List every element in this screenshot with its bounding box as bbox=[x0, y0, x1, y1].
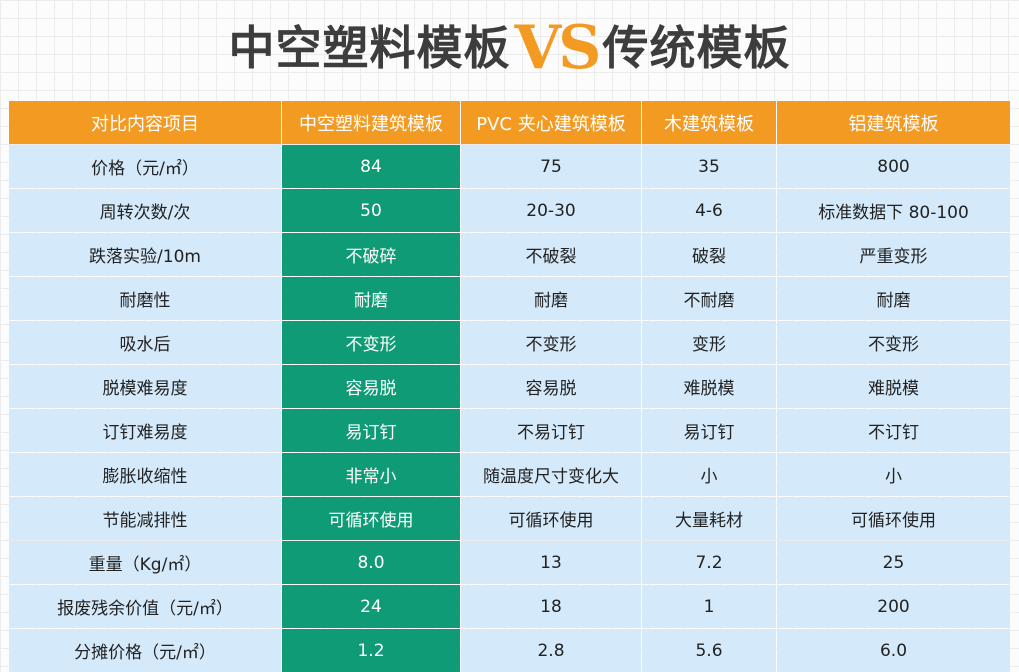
table-cell: 耐磨 bbox=[461, 277, 641, 320]
table-cell: 难脱模 bbox=[642, 365, 776, 408]
row-label-cell: 周转次数/次 bbox=[9, 189, 281, 232]
highlight-cell: 可循环使用 bbox=[282, 497, 460, 540]
table-cell: 25 bbox=[777, 541, 1010, 584]
table-cell: 小 bbox=[642, 453, 776, 496]
table-cell: 变形 bbox=[642, 321, 776, 364]
table-cell: 18 bbox=[461, 585, 641, 628]
header-cell: 铝建筑模板 bbox=[777, 101, 1010, 144]
row-label-cell: 脱模难易度 bbox=[9, 365, 281, 408]
title-vs: VS bbox=[514, 13, 602, 83]
highlight-cell: 不破碎 bbox=[282, 233, 460, 276]
row-label-cell: 耐磨性 bbox=[9, 277, 281, 320]
title-left: 中空塑料模板 bbox=[228, 21, 511, 75]
header-cell: PVC 夹心建筑模板 bbox=[461, 101, 641, 144]
table-cell: 4-6 bbox=[642, 189, 776, 232]
highlight-cell: 容易脱 bbox=[282, 365, 460, 408]
table-cell: 可循环使用 bbox=[461, 497, 641, 540]
comparison-table: 对比内容项目 中空塑料建筑模板 PVC 夹心建筑模板 木建筑模板 铝建筑模板 价… bbox=[9, 101, 1010, 672]
highlight-cell: 84 bbox=[282, 145, 460, 188]
table-cell: 不耐磨 bbox=[642, 277, 776, 320]
table-cell: 2.8 bbox=[461, 629, 641, 672]
table-cell: 不破裂 bbox=[461, 233, 641, 276]
highlight-cell: 耐磨 bbox=[282, 277, 460, 320]
highlight-cell: 8.0 bbox=[282, 541, 460, 584]
table-cell: 1 bbox=[642, 585, 776, 628]
table-cell: 耐磨 bbox=[777, 277, 1010, 320]
table-cell: 严重变形 bbox=[777, 233, 1010, 276]
highlight-cell: 50 bbox=[282, 189, 460, 232]
table-cell: 13 bbox=[461, 541, 641, 584]
table-cell: 6.0 bbox=[777, 629, 1010, 672]
table-cell: 20-30 bbox=[461, 189, 641, 232]
highlight-cell: 不变形 bbox=[282, 321, 460, 364]
table-cell: 随温度尺寸变化大 bbox=[461, 453, 641, 496]
row-label-cell: 重量（Kg/㎡） bbox=[9, 541, 281, 584]
table-cell: 大量耗材 bbox=[642, 497, 776, 540]
table-cell: 800 bbox=[777, 145, 1010, 188]
table-cell: 35 bbox=[642, 145, 776, 188]
table-cell: 75 bbox=[461, 145, 641, 188]
row-label-cell: 报废残余价值（元/㎡） bbox=[9, 585, 281, 628]
row-label-cell: 订钉难易度 bbox=[9, 409, 281, 452]
row-label-cell: 分摊价格（元/㎡） bbox=[9, 629, 281, 672]
highlight-cell: 非常小 bbox=[282, 453, 460, 496]
row-label-cell: 节能减排性 bbox=[9, 497, 281, 540]
table-cell: 200 bbox=[777, 585, 1010, 628]
table-cell: 可循环使用 bbox=[777, 497, 1010, 540]
header-cell: 木建筑模板 bbox=[642, 101, 776, 144]
table-cell: 不变形 bbox=[777, 321, 1010, 364]
highlight-cell: 1.2 bbox=[282, 629, 460, 672]
table-cell: 难脱模 bbox=[777, 365, 1010, 408]
highlight-cell: 24 bbox=[282, 585, 460, 628]
header-cell: 对比内容项目 bbox=[9, 101, 281, 144]
row-label-cell: 跌落实验/10m bbox=[9, 233, 281, 276]
table-cell: 不易订钉 bbox=[461, 409, 641, 452]
title-right: 传统模板 bbox=[602, 21, 791, 75]
page-title: 中空塑料模板VS传统模板 bbox=[0, 8, 1019, 88]
table-cell: 标准数据下 80-100 bbox=[777, 189, 1010, 232]
table-cell: 破裂 bbox=[642, 233, 776, 276]
row-label-cell: 价格（元/㎡） bbox=[9, 145, 281, 188]
table-cell: 不变形 bbox=[461, 321, 641, 364]
header-cell: 中空塑料建筑模板 bbox=[282, 101, 460, 144]
table-cell: 容易脱 bbox=[461, 365, 641, 408]
highlight-cell: 易订钉 bbox=[282, 409, 460, 452]
table-cell: 5.6 bbox=[642, 629, 776, 672]
table-cell: 7.2 bbox=[642, 541, 776, 584]
table-cell: 易订钉 bbox=[642, 409, 776, 452]
table-cell: 小 bbox=[777, 453, 1010, 496]
table-cell: 不订钉 bbox=[777, 409, 1010, 452]
row-label-cell: 吸水后 bbox=[9, 321, 281, 364]
row-label-cell: 膨胀收缩性 bbox=[9, 453, 281, 496]
